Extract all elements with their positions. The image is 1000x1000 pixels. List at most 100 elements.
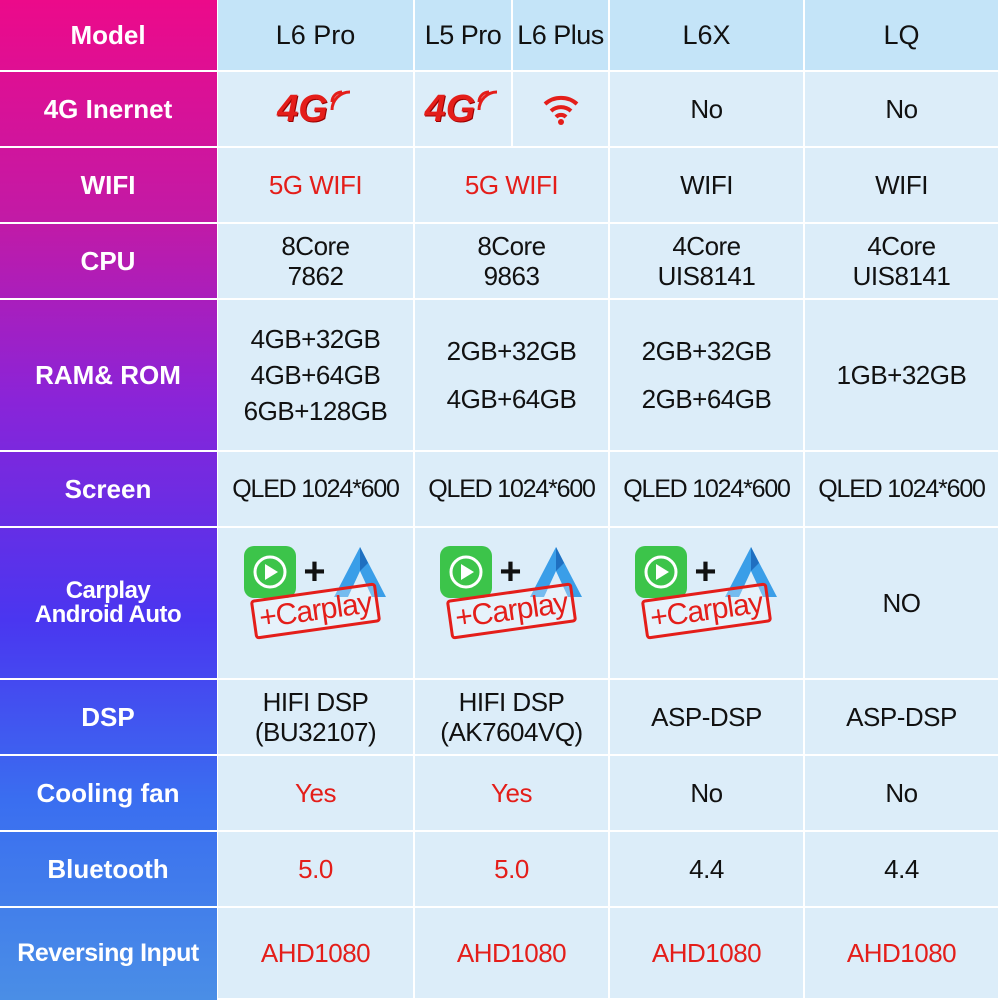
- value-cell: 5.0: [218, 832, 413, 906]
- value-line: 4GB+64GB: [446, 384, 577, 414]
- value: No: [690, 94, 723, 124]
- value: 4.4: [884, 854, 919, 884]
- model-name: L6 Pro: [275, 19, 356, 50]
- plus-sign: +: [694, 550, 717, 593]
- value-line: 8Core: [281, 231, 350, 261]
- value-line: 4Core: [672, 231, 741, 261]
- carplay-android-auto: +: [243, 545, 387, 599]
- value-cell: 5G WIFI: [218, 148, 413, 222]
- wifi-icon: [543, 95, 578, 125]
- value: ASP-DSP: [846, 702, 957, 732]
- row-label-cell: CPU: [0, 224, 216, 298]
- row-label: Carplay: [65, 577, 151, 604]
- value: QLED 1024*600: [428, 475, 596, 503]
- signal-arcs: [330, 90, 350, 110]
- value-cell: 1GB+32GB: [805, 300, 998, 450]
- value-line: 4GB+32GB: [250, 324, 381, 354]
- row-label: Reversing Input: [17, 939, 199, 967]
- value-cell: No: [610, 72, 803, 146]
- header-cell: L6 Pro: [218, 0, 413, 70]
- value: AHD1080: [651, 938, 762, 968]
- row-label-cell: Carplay Android Auto: [0, 528, 216, 678]
- carplay-icon: [635, 546, 688, 598]
- value-cell: 2GB+32GB 4GB+64GB: [415, 300, 608, 450]
- value-line: HIFI DSP: [458, 687, 565, 717]
- logo-4g-text: 4G: [424, 87, 476, 130]
- row-label-cell: Bluetooth: [0, 832, 216, 906]
- value-cell: ASP-DSP: [610, 680, 803, 754]
- row-separator: [0, 754, 218, 756]
- value-cell: HIFI DSP (AK7604VQ): [415, 680, 608, 754]
- value-line: 8Core: [477, 231, 546, 261]
- value-cell: 4GB+32GB 4GB+64GB 6GB+128GB: [218, 300, 413, 450]
- value-cell: AHD1080: [610, 908, 803, 998]
- value-cell: 8Core 7862: [218, 224, 413, 298]
- value-line: 2GB+64GB: [641, 384, 772, 414]
- carplay-icon: [244, 546, 297, 598]
- value-cell: AHD1080: [415, 908, 608, 998]
- android-auto-icon: [333, 547, 386, 597]
- model-name: L6 Plus: [517, 19, 604, 50]
- logo-4g-text: 4G: [277, 87, 328, 130]
- value-cell: QLED 1024*600: [415, 452, 608, 526]
- value-cell: HIFI DSP (BU32107): [218, 680, 413, 754]
- value-cell: 5G WIFI: [415, 148, 608, 222]
- row-separator: [0, 298, 218, 300]
- value-cell: 4Core UIS8141: [805, 224, 998, 298]
- row-separator: [0, 222, 218, 224]
- row-separator: [0, 70, 218, 72]
- plus-sign: +: [499, 550, 522, 593]
- row-label: Android Auto: [34, 601, 182, 628]
- value-line: 2GB+32GB: [446, 336, 577, 366]
- value-cell: Yes: [218, 756, 413, 830]
- value: AHD1080: [456, 938, 567, 968]
- value-cell: No: [805, 72, 998, 146]
- row-label-cell: 4G Inernet: [0, 72, 216, 146]
- value-cell: AHD1080: [805, 908, 998, 998]
- value-line: 2GB+32GB: [641, 336, 772, 366]
- row-label: Bluetooth: [47, 854, 169, 884]
- value-line: HIFI DSP: [262, 687, 369, 717]
- row-label: DSP: [81, 702, 135, 732]
- row-separator: [0, 678, 218, 680]
- header-cell: LQ: [805, 0, 998, 70]
- row-label: RAM& ROM: [35, 360, 181, 390]
- header-cell: L6X: [610, 0, 803, 70]
- value: WIFI: [680, 170, 733, 200]
- value-cell: 4.4: [610, 832, 803, 906]
- value: 5.0: [298, 854, 333, 884]
- signal-arcs: [477, 90, 498, 110]
- value-line: 9863: [483, 261, 540, 291]
- android-auto-icon: [529, 547, 582, 597]
- value: QLED 1024*600: [818, 475, 986, 503]
- row-separator: [0, 526, 218, 528]
- row-label-cell: RAM& ROM: [0, 300, 216, 450]
- row-label: CPU: [80, 246, 136, 276]
- value-cell: QLED 1024*600: [218, 452, 413, 526]
- row-label: Cooling fan: [36, 778, 180, 808]
- row-separator: [0, 146, 218, 148]
- value-cell: 4.4: [805, 832, 998, 906]
- value-cell: 8Core 9863: [415, 224, 608, 298]
- value: 5G WIFI: [268, 170, 363, 200]
- value: No: [690, 778, 723, 808]
- value-line: (AK7604VQ): [440, 717, 583, 747]
- value-cell: WIFI: [610, 148, 803, 222]
- value-line: UIS8141: [657, 261, 756, 291]
- logo-4g: 4G: [425, 88, 502, 131]
- value: 5.0: [494, 854, 529, 884]
- value-line: 7862: [287, 261, 344, 291]
- plus-sign: +: [303, 550, 326, 593]
- value-cell: AHD1080: [218, 908, 413, 998]
- carplay-icon: [440, 546, 493, 598]
- value-line: 4Core: [867, 231, 936, 261]
- value-line: 1GB+32GB: [836, 360, 967, 390]
- value-line: 4GB+64GB: [250, 360, 381, 390]
- model-name: L6X: [682, 19, 731, 50]
- value-cell: No: [805, 756, 998, 830]
- row-label-cell: Screen: [0, 452, 216, 526]
- value-cell: ASP-DSP: [805, 680, 998, 754]
- model-name: LQ: [883, 19, 920, 50]
- value-cell: WIFI: [805, 148, 998, 222]
- row-separator: [0, 830, 218, 832]
